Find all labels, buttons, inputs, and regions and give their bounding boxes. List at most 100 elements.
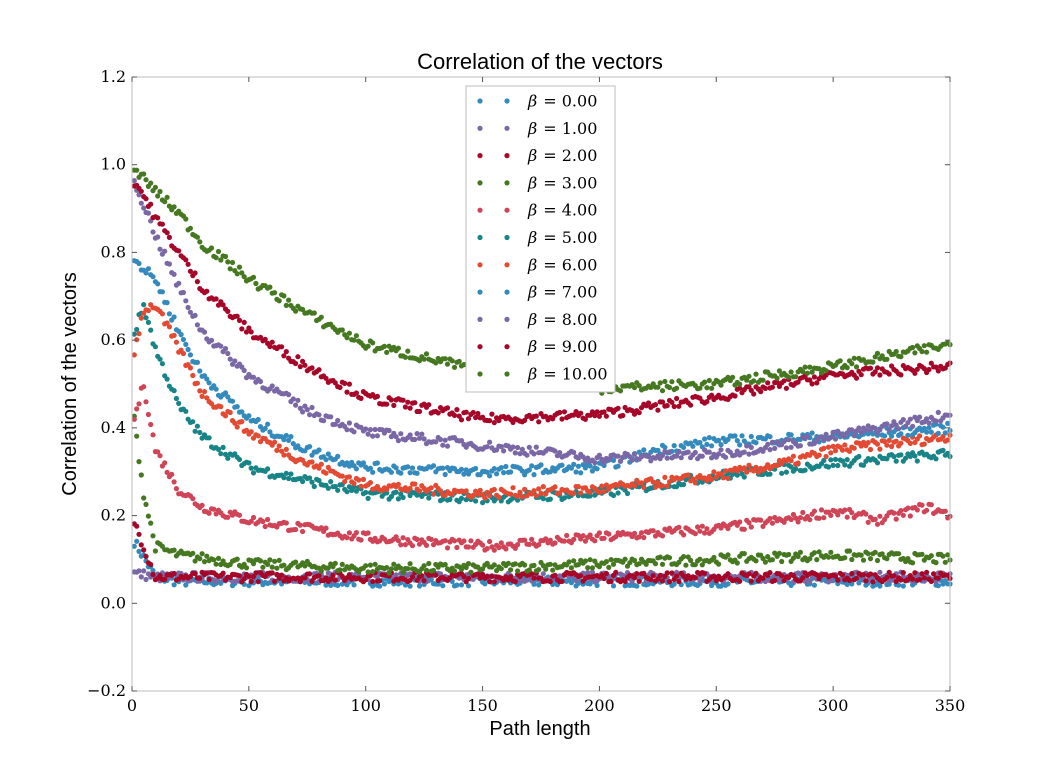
data-point <box>517 489 523 495</box>
data-point <box>384 401 390 407</box>
data-point <box>367 465 373 471</box>
data-point <box>377 538 383 544</box>
data-point <box>659 561 666 567</box>
data-point <box>536 567 542 573</box>
legend-marker <box>477 125 483 131</box>
data-point <box>762 559 769 565</box>
data-point <box>145 319 151 325</box>
data-point <box>557 450 563 456</box>
data-point <box>734 472 740 478</box>
data-point <box>788 464 794 470</box>
data-point <box>222 413 229 419</box>
data-point <box>491 547 497 553</box>
data-point <box>286 437 292 443</box>
data-point <box>793 515 799 521</box>
data-point <box>858 372 864 378</box>
data-point <box>737 385 743 391</box>
data-point <box>311 483 317 490</box>
data-point <box>589 569 596 575</box>
data-point <box>877 583 883 589</box>
data-point <box>912 350 918 356</box>
data-point <box>610 583 617 589</box>
data-point <box>662 378 668 385</box>
data-point <box>907 513 913 519</box>
data-point <box>631 557 638 564</box>
data-point <box>748 433 754 440</box>
data-point <box>363 489 369 496</box>
data-point <box>508 491 514 497</box>
data-point <box>302 563 308 569</box>
data-point <box>692 531 698 537</box>
data-point <box>405 464 411 470</box>
data-point <box>250 374 257 380</box>
data-point <box>250 470 257 476</box>
data-point <box>898 508 904 514</box>
data-point <box>166 261 172 267</box>
data-point <box>617 458 624 464</box>
series-7-points <box>131 302 953 501</box>
data-point <box>458 466 465 472</box>
data-point <box>659 533 666 539</box>
data-point <box>933 418 939 424</box>
data-point <box>440 583 446 589</box>
data-point <box>491 562 497 568</box>
data-point <box>272 439 278 445</box>
data-point <box>134 538 140 544</box>
data-point <box>465 416 472 422</box>
data-point <box>487 538 493 545</box>
data-point <box>206 576 212 583</box>
data-point <box>519 468 525 474</box>
data-point <box>192 270 198 276</box>
data-point <box>821 515 827 521</box>
data-point <box>783 469 790 475</box>
legend-marker <box>504 180 510 186</box>
data-point <box>293 559 299 565</box>
data-point <box>152 184 158 190</box>
data-point <box>832 448 839 454</box>
data-point <box>867 556 874 562</box>
data-point <box>201 559 208 565</box>
data-point <box>846 448 853 454</box>
data-point <box>243 329 250 335</box>
data-point <box>395 538 401 544</box>
data-point <box>886 427 892 433</box>
data-point <box>788 432 794 438</box>
data-point <box>578 573 584 579</box>
data-point <box>741 474 747 480</box>
data-point <box>419 573 425 579</box>
data-point <box>150 571 156 578</box>
data-point <box>358 537 364 543</box>
data-point <box>531 488 537 494</box>
data-point <box>491 420 497 426</box>
data-point <box>940 447 946 453</box>
data-point <box>697 439 703 446</box>
data-point <box>839 572 846 578</box>
data-point <box>307 412 313 418</box>
data-point <box>370 469 376 475</box>
data-point <box>398 542 404 548</box>
data-point <box>692 480 698 486</box>
data-point <box>257 558 264 564</box>
data-point <box>166 234 172 240</box>
data-point <box>657 554 663 560</box>
data-point <box>652 561 659 567</box>
data-point <box>774 462 780 469</box>
data-point <box>239 409 245 415</box>
data-point <box>905 505 911 511</box>
data-point <box>393 434 399 440</box>
data-point <box>603 570 610 577</box>
data-point <box>779 558 785 565</box>
data-point <box>470 409 476 416</box>
data-point <box>192 428 198 434</box>
data-point <box>157 572 163 579</box>
data-point <box>924 416 930 422</box>
data-point <box>648 577 654 583</box>
data-point <box>849 571 855 577</box>
data-point <box>440 442 446 448</box>
data-point <box>634 583 640 589</box>
data-point <box>807 517 813 523</box>
data-point <box>814 557 820 563</box>
data-point <box>594 582 600 589</box>
data-point <box>631 451 638 457</box>
data-point <box>211 557 217 563</box>
